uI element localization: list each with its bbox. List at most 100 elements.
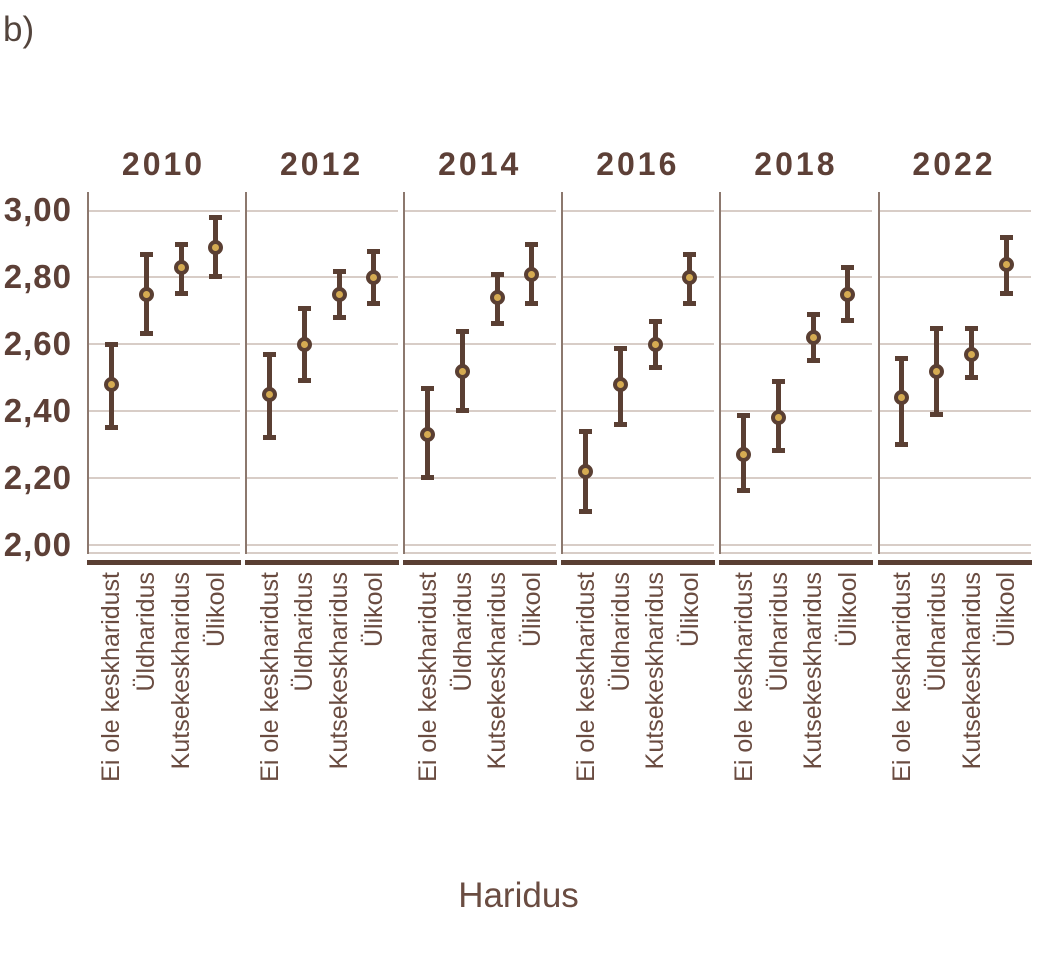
error-bar-cap-bottom: [930, 411, 944, 417]
panel-left-border: [245, 192, 248, 554]
panel-left-border: [719, 192, 722, 554]
x-axis-line: [403, 560, 558, 565]
facet-title-2014: 2014: [438, 146, 522, 182]
point-marker: [682, 269, 698, 285]
x-tick-label: Ülikool: [517, 572, 546, 648]
error-bar-cap-bottom: [490, 321, 504, 327]
gridline: [89, 410, 240, 413]
gridline: [563, 544, 715, 546]
facet-title-2010: 2010: [121, 146, 206, 182]
y-tick-label: 2,80: [3, 258, 72, 295]
gridline: [405, 343, 557, 346]
y-tick-label: 2,20: [3, 459, 72, 496]
x-axis-line: [719, 560, 874, 565]
gridline: [405, 477, 557, 480]
point-marker: [805, 330, 821, 346]
point-marker: [964, 346, 980, 362]
error-bar-cap-top: [683, 251, 697, 257]
point-marker: [613, 376, 629, 392]
error-bar-cap-top: [209, 215, 223, 221]
gridline: [563, 477, 715, 480]
gridline: [89, 209, 240, 212]
error-bar-cap-bottom: [579, 508, 593, 514]
gridline: [721, 477, 873, 480]
gridline: [879, 410, 1031, 413]
error-bar-cap-top: [525, 241, 539, 247]
point-marker: [455, 363, 471, 379]
gridline: [89, 477, 240, 480]
x-axis-line: [245, 560, 400, 565]
y-tick-label: 2,60: [3, 325, 72, 362]
gridline: [247, 276, 399, 279]
error-bar-cap-bottom: [456, 408, 470, 414]
panel-left-border: [877, 192, 880, 554]
gridline: [563, 410, 715, 413]
error-bar-cap-bottom: [772, 448, 786, 454]
error-bar-cap-top: [614, 345, 628, 351]
gridline: [405, 410, 557, 413]
gridline: [879, 343, 1031, 346]
x-tick-label: Üldharidus: [448, 572, 477, 692]
error-bar-cap-bottom: [614, 421, 628, 427]
panel-bottom-line: [879, 552, 1031, 554]
point-marker: [524, 266, 540, 282]
point-marker: [366, 269, 382, 285]
error-bar-cap-top: [648, 318, 662, 324]
gridline: [405, 209, 557, 212]
panel-left-border: [87, 192, 89, 554]
panel-left-border: [403, 192, 406, 554]
panel-bottom-line: [721, 552, 873, 554]
error-bar-cap-bottom: [209, 274, 223, 280]
error-bar-cap-bottom: [841, 317, 855, 323]
error-bar-cap-top: [104, 342, 118, 348]
y-tick-label: 2,40: [3, 392, 72, 429]
error-bar-cap-top: [772, 379, 786, 385]
gridline: [247, 477, 399, 480]
error-bar-cap-top: [965, 325, 979, 331]
error-bar-cap-top: [174, 241, 188, 247]
error-bar-cap-bottom: [999, 291, 1013, 297]
error-bar-cap-bottom: [104, 424, 118, 430]
panel-left-border: [561, 192, 564, 554]
error-bar-cap-bottom: [297, 378, 311, 384]
x-tick-label: Ülikool: [833, 572, 862, 648]
facet-title-2012: 2012: [280, 146, 364, 182]
x-tick-label: Kutsekeskharidus: [325, 572, 354, 770]
error-bar-cap-top: [367, 248, 381, 254]
facet-title-2018: 2018: [754, 146, 838, 182]
point-marker: [103, 376, 119, 392]
gridline: [405, 544, 557, 546]
panel-bottom-line: [405, 552, 557, 554]
point-marker: [489, 289, 505, 305]
x-tick-label: Kutsekeskharidus: [167, 572, 196, 770]
point-marker: [736, 447, 752, 463]
x-tick-label: Ei ole keskharidust: [255, 572, 284, 782]
point-marker: [578, 463, 594, 479]
point-marker: [771, 410, 787, 426]
x-tick-label: Ei ole keskharidust: [97, 572, 126, 782]
error-bar-cap-top: [490, 272, 504, 278]
error-bar-cap-top: [841, 265, 855, 271]
error-bar-cap-bottom: [806, 358, 820, 364]
gridline: [721, 410, 873, 413]
error-bar-cap-bottom: [421, 475, 435, 481]
gridline: [721, 343, 873, 346]
error-bar-cap-top: [999, 235, 1013, 241]
point-marker: [138, 286, 154, 302]
error-bar-cap-top: [332, 268, 346, 274]
x-tick-label: Kutsekeskharidus: [957, 572, 986, 770]
gridline: [247, 544, 399, 546]
x-tick-label: Kutsekeskharidus: [799, 572, 828, 770]
error-bar-cap-bottom: [648, 364, 662, 370]
facet-title-2022: 2022: [912, 146, 996, 182]
x-tick-label: Üldharidus: [290, 572, 319, 692]
point-marker: [840, 286, 856, 302]
gridline: [247, 343, 399, 346]
gridline: [563, 209, 715, 212]
point-marker: [894, 390, 910, 406]
x-tick-label: Üldharidus: [606, 572, 635, 692]
point-marker: [420, 427, 436, 443]
gridline: [879, 477, 1031, 480]
gridline: [89, 276, 240, 279]
